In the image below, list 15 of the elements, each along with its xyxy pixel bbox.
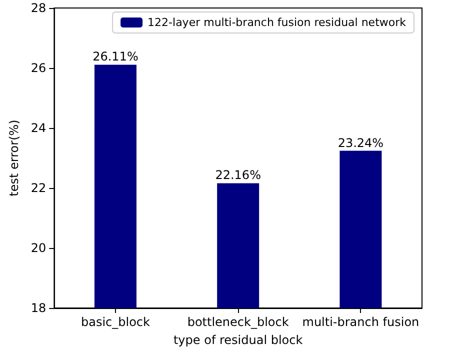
data-label: 23.24% xyxy=(338,136,384,150)
legend-label: 122-layer multi-branch fusion residual network xyxy=(148,16,407,29)
x-tick-label: multi-branch fusion xyxy=(302,315,420,329)
x-tick-label: basic_block xyxy=(80,315,150,329)
y-tick-label: 24 xyxy=(30,121,46,135)
y-tick-label: 26 xyxy=(30,61,46,75)
y-axis-title: test error(%) xyxy=(7,120,21,196)
data-label: 22.16% xyxy=(215,168,261,182)
y-tick-label: 20 xyxy=(30,241,46,255)
x-tick-label: bottleneck_block xyxy=(187,315,289,329)
x-axis-title: type of residual block xyxy=(173,333,303,347)
y-tick-label: 28 xyxy=(30,1,46,15)
y-tick-label: 18 xyxy=(30,301,46,315)
data-label: 26.11% xyxy=(92,50,138,64)
y-tick-label: 22 xyxy=(30,181,46,195)
